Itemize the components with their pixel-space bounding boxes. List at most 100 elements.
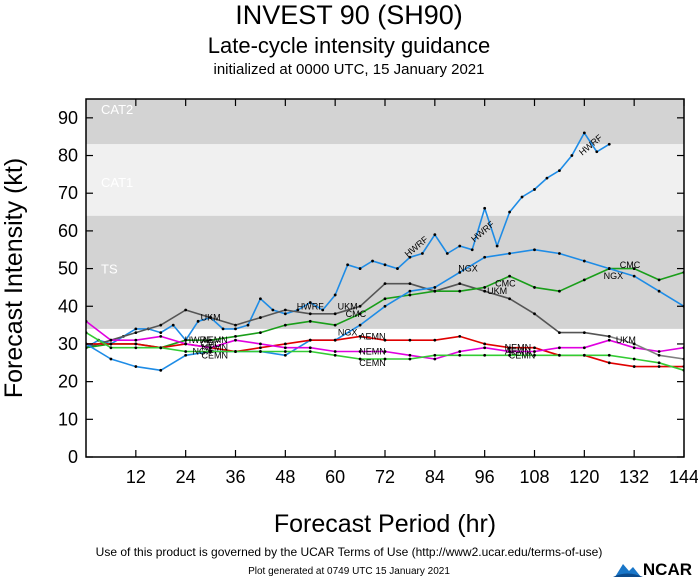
y-tick-label: 70 [58,183,78,203]
data-point-hwrf [134,327,138,331]
data-point-hwrf [308,301,312,304]
data-point-ukm [209,316,212,319]
data-point-cemn [458,353,462,357]
data-point-aemn [333,338,337,342]
x-tick-label: 144 [669,467,698,487]
intensity-chart: CAT2CAT1TSHWRFHWRFHWRFHWRFHWRFUKMUKMUKMU… [0,98,698,538]
data-point-aemn [283,342,287,346]
data-point-cmc [632,267,636,270]
data-point-aemn [508,346,511,350]
data-point-ukm [533,312,536,316]
data-point-cemn [109,346,113,350]
data-point-aemn [308,338,312,342]
data-point-hwrf [508,210,511,214]
series-label-aemn: AEMN [505,346,531,356]
y-axis-label: Forecast Intensity (kt) [0,158,28,398]
data-point-nemn [184,342,188,346]
plot-generated-note: Plot generated at 0749 UTC 15 January 20… [248,566,450,577]
data-point-hwrf [159,331,163,335]
data-point-cemn [234,350,237,353]
data-point-cmc [483,286,487,289]
data-point-hwrf [271,308,275,312]
data-point-hwrf [196,319,200,323]
x-tick-label: 96 [475,467,495,487]
data-point-nemn [333,350,337,353]
data-point-nemn [408,353,412,357]
data-point-ukm [308,312,312,316]
terms-of-use-note: Use of this product is governed by the U… [95,545,603,559]
band-ts [86,215,684,329]
band-label-cat1: CAT1 [101,175,133,190]
y-tick-label: 20 [58,372,78,392]
chart-title: INVEST 90 (SH90) [235,0,463,30]
data-point-ngx [283,353,287,357]
x-tick-label: 84 [425,467,445,487]
series-label-aemn: AEMN [360,331,386,341]
x-tick-label: 36 [225,467,245,487]
data-point-nemn [558,346,561,350]
series-label-ukm: UKM [487,286,507,296]
series-label-ngx: NGX [604,271,624,281]
data-point-hwrf [259,297,262,301]
data-point-ukm [259,316,262,319]
y-tick-label: 40 [58,296,78,316]
data-point-hwrf [470,248,474,252]
data-point-nemn [582,346,586,350]
data-point-ukm [508,297,511,301]
series-label-cemn: CEMN [359,358,386,368]
data-point-cemn [533,353,536,357]
data-point-aemn [533,346,536,350]
series-label-ngx: NGX [193,346,213,356]
data-point-hwrf [234,327,237,331]
data-point-aemn [483,342,487,346]
band-cat2 [86,99,684,145]
data-point-hwrf [371,259,374,263]
band-cat1 [86,144,684,216]
data-point-cmc [408,293,412,297]
data-point-cemn [632,357,636,361]
data-point-ngx [607,267,611,270]
data-point-cemn [383,357,387,361]
data-point-aemn [632,365,636,368]
series-label-cmc: CMC [620,260,641,270]
data-point-ukm [184,308,188,312]
data-point-nemn [483,346,487,350]
data-point-nemn [134,338,138,342]
data-point-cmc [358,312,362,316]
ncar-logo-text: NCAR [642,560,692,579]
y-tick-label: 60 [58,221,78,241]
data-point-ukm [582,331,586,335]
x-tick-label: 120 [569,467,599,487]
data-point-cmc [333,323,337,327]
data-point-hwrf [171,323,175,327]
data-point-aemn [433,338,437,342]
data-point-hwrf [333,293,337,297]
data-point-ngx [184,353,188,357]
data-point-cemn [558,353,561,357]
data-point-cemn [308,350,312,353]
data-point-hwrf [420,252,424,255]
series-label-hwrf: HWRF [297,301,324,311]
data-point-hwrf [558,169,561,173]
x-tick-label: 132 [619,467,649,487]
data-point-ukm [408,282,412,286]
y-tick-label: 0 [68,447,78,467]
series-line-ukm [86,282,610,349]
data-point-cemn [209,350,212,353]
data-point-cemn [259,350,262,353]
data-point-aemn [259,346,262,350]
data-point-nemn [657,350,661,353]
data-point-hwrf [458,244,462,248]
data-point-cmc [209,338,212,342]
data-point-hwrf [321,308,325,312]
data-point-cemn [607,353,611,357]
data-point-ngx [383,304,387,308]
series-line-extra-7 [609,335,684,360]
chart-subtitle: Late-cycle intensity guidance [207,33,491,58]
data-point-nemn [383,350,387,353]
data-point-ukm [283,308,287,312]
y-tick-label: 10 [58,409,78,429]
data-point-aemn [607,361,611,365]
data-point-ukm [134,331,138,335]
data-point-ukm [558,331,561,335]
